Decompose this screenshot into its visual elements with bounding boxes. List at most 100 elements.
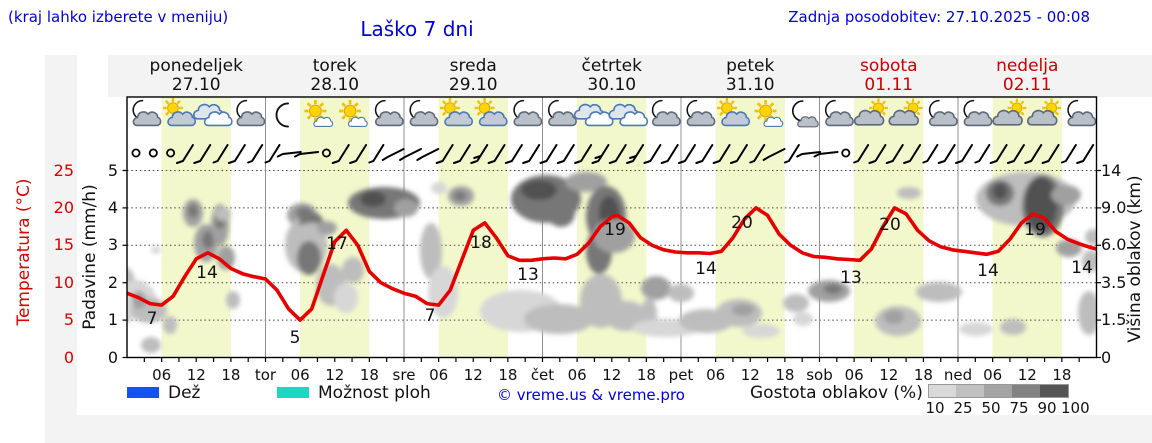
- svg-text:20: 20: [731, 213, 753, 233]
- wind-barb: [796, 151, 822, 158]
- wind-barb: [643, 144, 662, 164]
- precip-tick: 3: [107, 235, 118, 255]
- density-segment: [984, 384, 1012, 398]
- hour-label: 12: [463, 366, 483, 384]
- day-name: sreda: [449, 56, 497, 76]
- wind-barb: [1060, 144, 1077, 164]
- hour-label: 12: [1017, 366, 1037, 384]
- weather-icon-moon-cloud: [1067, 99, 1097, 127]
- day-header-petek: petek 31.10: [681, 57, 819, 97]
- svg-text:14: 14: [695, 259, 717, 279]
- wind-barb: [974, 144, 991, 164]
- svg-text:13: 13: [517, 265, 539, 285]
- plot-frame: [126, 96, 1098, 359]
- weather-icon-cloud-sun: [992, 98, 1027, 126]
- wind-barb: [504, 144, 523, 164]
- wind-barb: [556, 144, 575, 164]
- hour-label: 06: [983, 366, 1003, 384]
- wind-barb: [166, 148, 176, 158]
- temp-tick: 0: [63, 347, 74, 367]
- density-segment: [1012, 384, 1040, 398]
- wind-barb: [591, 144, 610, 164]
- wind-barb: [487, 144, 506, 164]
- left-axis-bg-strip: [45, 55, 77, 443]
- day-date: 01.11: [864, 75, 914, 95]
- wind-barbs-row: [131, 144, 1095, 164]
- density-segment: [928, 384, 957, 398]
- wind-barb: [695, 144, 714, 164]
- svg-text:18: 18: [470, 233, 492, 253]
- copyright-link[interactable]: © vreme.us & vreme.pro: [497, 386, 685, 404]
- precip-tick: 5: [107, 160, 118, 180]
- weather-icon-sun-smallcloud: [304, 99, 334, 127]
- weather-icon-cloud-sun: [1026, 98, 1062, 126]
- weather-icon-moon-cloud: [963, 99, 993, 127]
- wind-barb: [678, 144, 696, 164]
- hour-label: 18: [221, 366, 241, 384]
- hour-label: 06: [429, 366, 449, 384]
- wind-barb: [660, 144, 679, 164]
- svg-text:7: 7: [147, 309, 158, 329]
- hour-label: 18: [359, 366, 379, 384]
- cloud-cover-blobs: [127, 172, 1097, 353]
- weather-icon-moon-cloud: [651, 99, 681, 127]
- wind-barb: [885, 144, 904, 164]
- hour-label: 18: [913, 366, 933, 384]
- day-abbrev-label: tor: [254, 366, 277, 384]
- day-date: 31.10: [725, 75, 775, 95]
- day-date: 27.10: [171, 75, 221, 95]
- day-name: torek: [312, 56, 357, 76]
- wind-barb: [368, 144, 385, 164]
- day-header-sreda: sreda 29.10: [404, 57, 542, 97]
- wind-barb: [539, 144, 558, 164]
- weather-icon-moon-cloud: [513, 99, 543, 127]
- day-header-bg-band: [108, 55, 1152, 97]
- precip-tick: 0: [107, 347, 118, 367]
- rain-legend-label: Dež: [168, 383, 201, 403]
- wind-barb: [762, 148, 786, 161]
- hour-label: 18: [498, 366, 518, 384]
- density-tick-label: 25: [953, 399, 973, 417]
- weather-icon-clouds-blue: [573, 103, 614, 127]
- wind-barb: [1041, 144, 1060, 164]
- height-tick: 1.5: [1101, 310, 1127, 330]
- hour-label: 12: [186, 366, 206, 384]
- weather-icon-moon-cloud: [374, 99, 404, 127]
- hour-label: 12: [602, 366, 622, 384]
- wind-barb: [148, 148, 158, 158]
- menu-hint: (kraj lahko izberete v meniju): [8, 8, 229, 26]
- wind-barb: [470, 144, 489, 164]
- day-header-torek: torek 28.10: [266, 57, 404, 97]
- temp-tick: 5: [63, 310, 74, 330]
- height-tick: 3.5: [1101, 272, 1127, 292]
- height-tick: 14: [1101, 160, 1122, 180]
- density-tick-label: 10: [925, 399, 945, 417]
- wind-barb: [321, 148, 331, 158]
- hour-label: 18: [775, 366, 795, 384]
- temp-tick: 25: [53, 160, 74, 180]
- weather-icon-moon-cloud: [686, 99, 716, 127]
- day-date: 29.10: [448, 75, 498, 95]
- day-name: četrtek: [581, 56, 642, 76]
- wind-barb: [1006, 144, 1025, 164]
- wind-barb: [522, 144, 541, 164]
- wind-barb: [608, 144, 627, 164]
- wind-barb: [131, 148, 141, 158]
- density-tick-label: 50: [981, 399, 1001, 417]
- weather-icon-sun-cloud: [716, 98, 751, 127]
- weather-icon-moon: [275, 102, 289, 128]
- density-tick-label: 90: [1037, 399, 1057, 417]
- wind-barb: [452, 144, 471, 164]
- svg-text:5: 5: [290, 328, 301, 348]
- day-name: nedelja: [996, 56, 1059, 76]
- wind-barb: [212, 144, 229, 164]
- temp-tick: 20: [53, 197, 74, 217]
- wind-barb: [989, 144, 1008, 164]
- wind-barb: [331, 144, 350, 164]
- wind-barb: [729, 144, 748, 164]
- weather-icon-moon-cloud: [824, 99, 854, 127]
- axis-ticks: [122, 169, 1101, 362]
- weather-icon-clouds-blue: [192, 103, 233, 127]
- wind-barb: [903, 144, 922, 164]
